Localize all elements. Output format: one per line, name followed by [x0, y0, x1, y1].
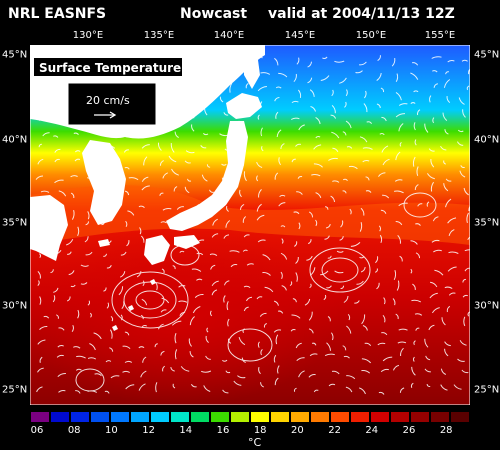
unit-label: °C: [248, 436, 262, 449]
lat-label-right-45: 45°N: [474, 49, 500, 61]
kuroshio-front: [30, 185, 470, 245]
korea: [82, 140, 126, 225]
colorbar-tick-label: 24: [365, 425, 379, 436]
model-source-title: NRL EASNFS: [8, 6, 107, 22]
colorbar-cell: [410, 411, 430, 423]
colorbar-cell: [110, 411, 130, 423]
sst-map: Surface Temperature 20 cm/s: [30, 45, 470, 405]
sakhalin: [244, 45, 260, 89]
honshu: [166, 121, 248, 231]
lat-label-left-25: 25°N: [2, 384, 28, 396]
colorbar-cell: [330, 411, 350, 423]
lat-label-left-40: 40°N: [2, 134, 28, 146]
valid-time: valid at 2004/11/13 12Z: [268, 6, 455, 22]
lon-label-155: 155°E: [424, 30, 456, 41]
field-label-box: [34, 58, 182, 76]
lon-label-150: 150°E: [355, 30, 387, 41]
colorbar-cell: [170, 411, 190, 423]
colorbar-cell: [210, 411, 230, 423]
lon-label-140: 140°E: [213, 30, 245, 41]
colorbar-cell: [390, 411, 410, 423]
colorbar-tick-label: 22: [328, 425, 341, 436]
colorbar-cell: [70, 411, 90, 423]
colorbar-cell: [310, 411, 330, 423]
colorbar-tick-label: 18: [253, 425, 267, 436]
colorbar-tick-label: 20: [291, 425, 304, 436]
product-title: Nowcast: [180, 6, 248, 22]
colorbar-cell: [250, 411, 270, 423]
lat-label-right-40: 40°N: [474, 134, 500, 146]
colorbar-cell: [290, 411, 310, 423]
colorbar-cell: [230, 411, 250, 423]
colorbar-cell: [450, 411, 470, 423]
lat-label-left-45: 45°N: [2, 49, 28, 61]
colorbar-tick-label: 08: [67, 425, 81, 436]
colorbar-cell: [50, 411, 70, 423]
colorbar-cell: [90, 411, 110, 423]
kyushu: [144, 235, 170, 265]
colorbar-tick-label: 06: [30, 425, 44, 436]
lat-label-right-30: 30°N: [474, 300, 500, 312]
hokkaido: [226, 93, 262, 119]
colorbar-cell: [150, 411, 170, 423]
lon-label-130: 130°E: [72, 30, 104, 41]
colorbar-cell: [190, 411, 210, 423]
colorbar-cell: [350, 411, 370, 423]
vector-scale-label: 20 cm/s: [86, 94, 130, 107]
colorbar-tick-label: 26: [402, 425, 416, 436]
vector-scale-legend: 20 cm/s: [67, 82, 157, 126]
lat-label-left-30: 30°N: [2, 300, 28, 312]
field-label: Surface Temperature: [39, 61, 181, 75]
lon-label-145: 145°E: [284, 30, 316, 41]
colorbar-cell: [430, 411, 450, 423]
china-coast: [30, 195, 68, 261]
lon-label-135: 135°E: [143, 30, 175, 41]
lat-label-right-35: 35°N: [474, 217, 500, 229]
colorbar-tick-label: 10: [105, 425, 118, 436]
colorbar-tick-label: 28: [439, 425, 453, 436]
ryukyu-islands: [112, 279, 156, 331]
colorbar-tick-label: 12: [142, 425, 155, 436]
colorbar-cell: [130, 411, 150, 423]
jeju: [98, 239, 110, 247]
colorbar-cell: [270, 411, 290, 423]
lat-label-right-25: 25°N: [474, 384, 500, 396]
colorbar-cell: [30, 411, 50, 423]
warm-pool: [30, 225, 340, 405]
lat-label-left-35: 35°N: [2, 217, 28, 229]
shikoku: [174, 235, 200, 249]
colorbar-tick-label: 14: [179, 425, 193, 436]
colorbar-cell: [370, 411, 390, 423]
colorbar-tick-label: 16: [216, 425, 230, 436]
